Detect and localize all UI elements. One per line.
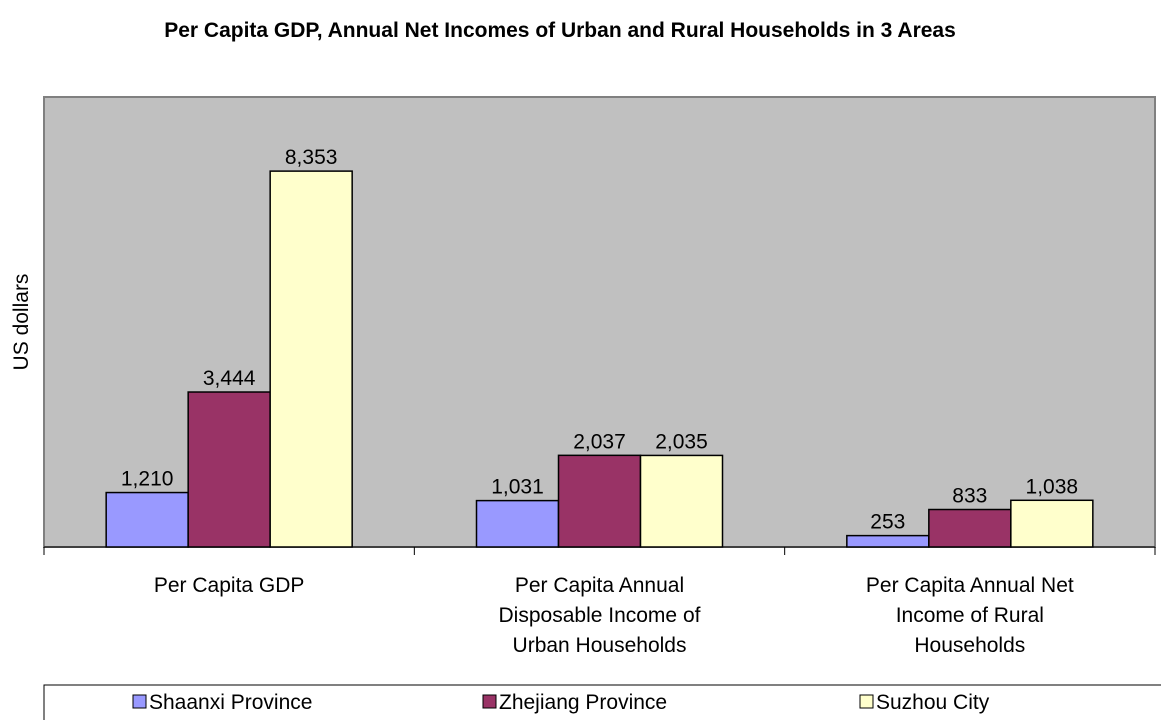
data-label: 1,031 xyxy=(491,476,544,499)
y-axis-label: US dollars xyxy=(10,274,33,371)
data-label: 3,444 xyxy=(203,367,256,390)
bar xyxy=(639,454,724,548)
x-tick-label: Per Capita Annual Net Income of Rural Ho… xyxy=(865,574,1074,657)
chart-title: Per Capita GDP, Annual Net Incomes of Ur… xyxy=(164,19,956,42)
bar xyxy=(557,454,642,548)
data-label: 833 xyxy=(952,485,987,508)
data-label: 8,353 xyxy=(285,146,338,169)
legend-box xyxy=(43,684,1161,720)
bar xyxy=(187,391,271,548)
legend-label: Shaanxi Province xyxy=(149,691,312,714)
bar xyxy=(846,534,930,548)
bar xyxy=(1010,499,1094,548)
bar xyxy=(475,499,560,548)
legend-swatch xyxy=(482,694,497,709)
x-tick-label: Per Capita Annual Disposable Income of U… xyxy=(498,574,701,657)
legend-swatch xyxy=(132,694,147,709)
bar xyxy=(928,508,1012,548)
data-label: 2,037 xyxy=(573,430,626,453)
legend-label: Zhejiang Province xyxy=(499,691,667,714)
bar xyxy=(105,491,189,548)
x-tick-label: Per Capita GDP xyxy=(153,574,305,597)
data-label: 253 xyxy=(870,511,905,534)
legend-label: Suzhou City xyxy=(876,691,990,714)
data-label: 1,038 xyxy=(1026,475,1079,498)
legend-swatch xyxy=(859,694,874,709)
data-label: 1,210 xyxy=(121,468,174,491)
data-label: 2,035 xyxy=(655,430,708,453)
bar xyxy=(269,170,353,548)
